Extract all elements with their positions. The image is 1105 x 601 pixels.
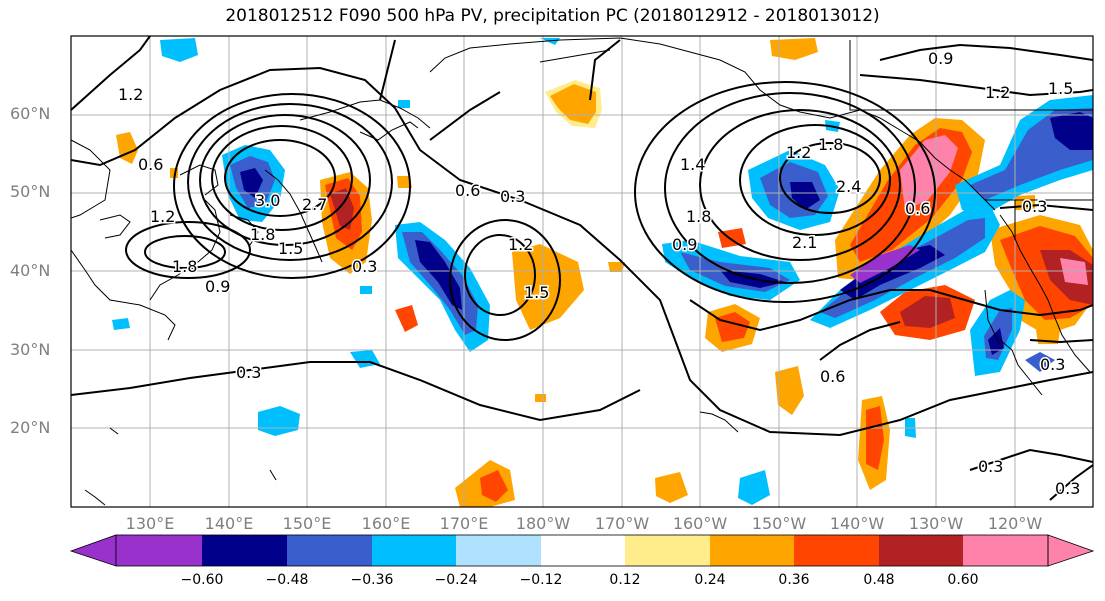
contour-label: 1.8: [686, 207, 711, 226]
contour-label: 0.3: [1040, 355, 1065, 374]
contour-label: 0.6: [905, 199, 930, 218]
lat-label: 50°N: [10, 182, 51, 201]
contour-label: 1.2: [786, 143, 811, 162]
coastlines: [71, 37, 1093, 506]
contour-label: 0.3: [1022, 197, 1047, 216]
lon-label: 180°W: [515, 514, 571, 533]
lon-label: 170°W: [594, 514, 650, 533]
colorbar-tick-label: −0.24: [434, 572, 478, 588]
colorbar-segment: [541, 535, 625, 566]
contour-label: 2.1: [792, 233, 817, 252]
colorbar-tick-label: 0.36: [778, 572, 810, 588]
colorbar-segment: [116, 535, 202, 566]
contour-label: 0.9: [205, 277, 230, 296]
lat-label: 20°N: [10, 418, 51, 437]
contour-label: 0.3: [236, 363, 261, 382]
colorbar-segment: [287, 535, 372, 566]
lat-label: 60°N: [10, 104, 51, 123]
lon-label: 140°W: [829, 514, 885, 533]
contour-label: 2.7: [302, 195, 327, 214]
lat-label: 30°N: [10, 340, 51, 359]
colorbar-segment: [710, 535, 794, 566]
colorbar-segment: [963, 535, 1048, 566]
colorbar: [69, 534, 1095, 567]
colorbar-tick-label: 0.60: [947, 572, 979, 588]
contour-label: 2.4: [836, 177, 861, 196]
contour-label: 1.5: [278, 239, 303, 258]
contour-label: 1.8: [172, 257, 197, 276]
colorbar-segment: [794, 535, 879, 566]
lon-label: 170°E: [439, 514, 489, 533]
colorbar-segment: [202, 535, 287, 566]
contour-label: 1.4: [680, 155, 705, 174]
graticule: [71, 36, 1093, 507]
lon-label: 160°W: [672, 514, 728, 533]
plot-frame: [70, 35, 1094, 508]
colorbar-tick-label: −0.12: [519, 572, 563, 588]
contour-label: 1.5: [524, 283, 549, 302]
colorbar-tick-label: 0.48: [863, 572, 895, 588]
colorbar-tick-label: −0.60: [180, 572, 224, 588]
pv-contours: [71, 36, 1093, 501]
contour-label: 3.0: [255, 191, 280, 210]
lon-label: 150°E: [282, 514, 332, 533]
contour-label: 1.2: [150, 207, 175, 226]
lon-label: 140°E: [204, 514, 254, 533]
colorbar-tick-label: 0.24: [694, 572, 726, 588]
contour-label: 0.3: [500, 187, 525, 206]
colorbar-extend-low: [69, 534, 117, 567]
contour-label: 0.3: [352, 257, 377, 276]
contour-label: 0.3: [1055, 479, 1080, 498]
lon-label: 130°E: [125, 514, 175, 533]
contour-label: 1.5: [1048, 79, 1073, 98]
colorbar-extend-high: [1047, 534, 1095, 567]
colorbar-tick-label: −0.36: [350, 572, 394, 588]
precip-negative-shading: [112, 38, 1093, 505]
lon-label: 150°W: [751, 514, 807, 533]
contour-label: 0.3: [978, 457, 1003, 476]
contour-label: 1.8: [818, 135, 843, 154]
contour-label: 0.6: [820, 367, 845, 386]
colorbar-segment: [456, 535, 541, 566]
colorbar-segment: [372, 535, 456, 566]
contour-label: 1.8: [250, 225, 275, 244]
lon-label: 130°W: [908, 514, 964, 533]
contour-label: 1.2: [508, 235, 533, 254]
lon-label: 160°E: [361, 514, 411, 533]
colorbar-segment: [879, 535, 963, 566]
lon-label: 120°W: [987, 514, 1043, 533]
contour-label: 0.9: [928, 49, 953, 68]
map-title: 2018012512 F090 500 hPa PV, precipitatio…: [225, 6, 880, 26]
colorbar-tick-label: −0.48: [265, 572, 309, 588]
contour-label: 0.6: [455, 181, 480, 200]
contour-label: 0.9: [672, 235, 697, 254]
contour-label: 1.2: [118, 85, 143, 104]
lat-label: 40°N: [10, 261, 51, 280]
contour-label: 0.6: [138, 155, 163, 174]
colorbar-segment: [625, 535, 710, 566]
colorbar-tick-label: 0.12: [609, 572, 641, 588]
contour-labels: 1.2 0.6 1.2 1.8 0.9 3.0 2.7 1.8 1.5 0.3 …: [117, 48, 1082, 500]
contour-label: 1.2: [985, 83, 1010, 102]
